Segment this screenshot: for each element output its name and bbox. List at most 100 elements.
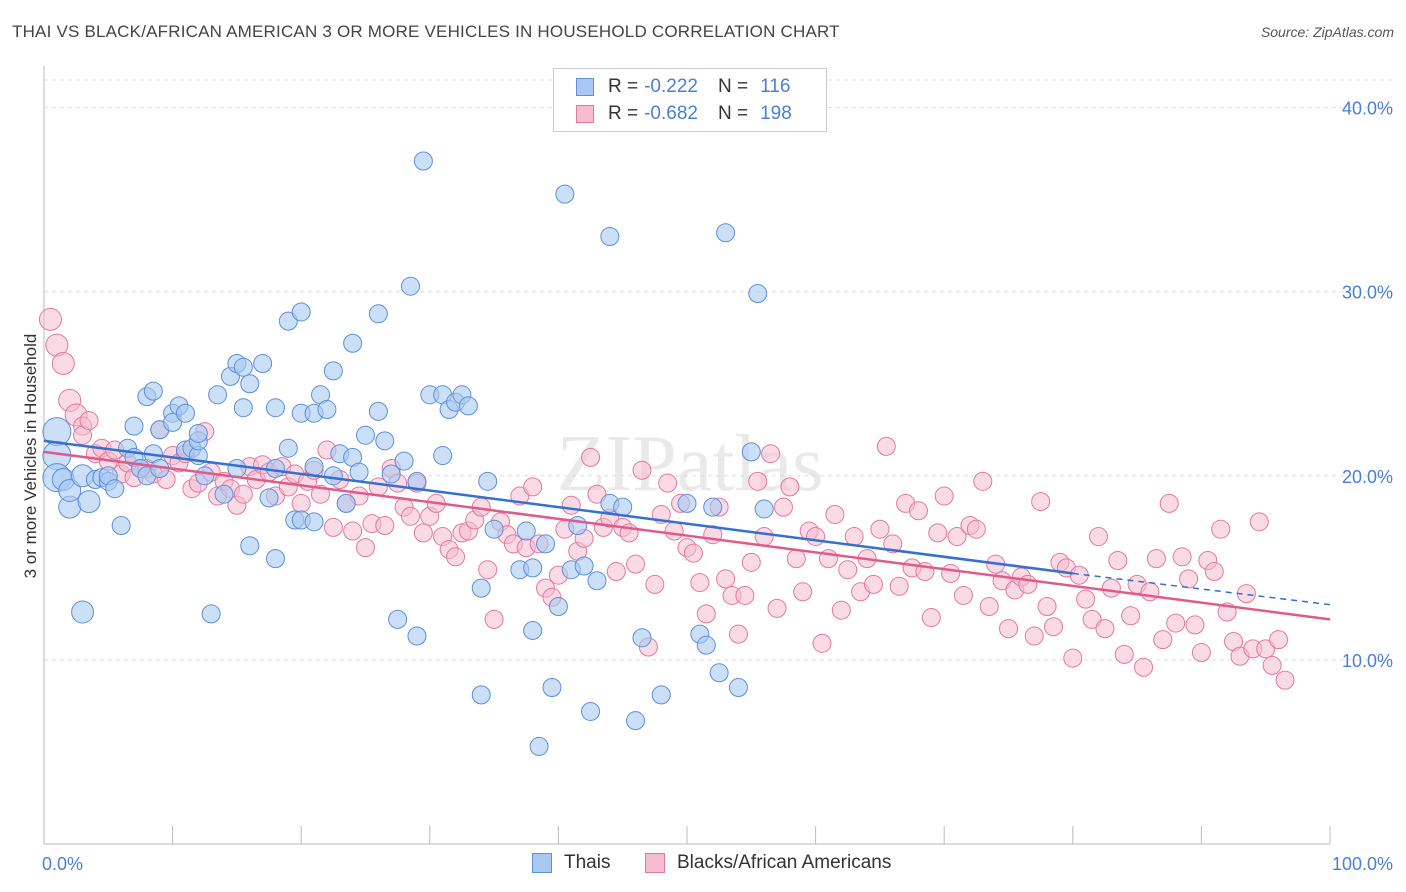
thais-point-6	[71, 600, 95, 624]
thais-point-61	[323, 466, 343, 486]
black-point-130	[870, 519, 890, 539]
thais-point-110	[677, 493, 697, 513]
black-point-138	[921, 608, 941, 628]
thais-point-35	[201, 604, 221, 624]
series-black-points	[38, 307, 1295, 690]
black-point-125	[838, 560, 858, 580]
thais-point-87	[471, 685, 491, 705]
thais-point-94	[529, 736, 549, 756]
thais-point-17	[124, 416, 144, 436]
black-point-70	[484, 609, 504, 629]
black-point-50	[356, 538, 375, 558]
y-axis-label: 3 or more Vehicles in Household	[21, 334, 40, 579]
black-point-136	[908, 501, 928, 521]
black-point-177	[1172, 547, 1192, 567]
thais-point-8	[77, 490, 101, 514]
black-point-115	[773, 497, 793, 517]
x-tick-label-1: 100.0%	[1332, 854, 1393, 874]
tick-labels: 10.0% 20.0% 30.0% 40.0% 0.0% 100.0%	[42, 99, 1393, 874]
chart-title: THAI VS BLACK/AFRICAN AMERICAN 3 OR MORE…	[12, 22, 840, 41]
thais-point-49	[265, 458, 285, 478]
thais-point-115	[716, 223, 736, 243]
black-point-101	[683, 543, 703, 563]
thais-point-37	[214, 484, 234, 504]
black-point-103	[696, 604, 716, 624]
thais-point-98	[555, 184, 575, 204]
y-tick-label-2: 30.0%	[1342, 283, 1393, 303]
black-point-121	[812, 633, 832, 653]
black-point-108	[728, 624, 748, 644]
black-point-147	[979, 597, 999, 617]
black-point-126	[844, 527, 864, 547]
legend-item-black[interactable]: Blacks/African Americans	[645, 852, 891, 874]
black-point-145	[966, 519, 986, 539]
thais-n-label: N =	[717, 76, 749, 97]
black-point-76	[523, 477, 543, 497]
black-point-164	[1089, 527, 1109, 547]
black-point-150	[999, 619, 1018, 639]
chart-source: Source: ZipAtlas.com	[1260, 24, 1394, 40]
black-point-86	[587, 484, 607, 504]
thais-point-86	[471, 578, 491, 598]
thais-point-14	[111, 516, 131, 536]
thais-point-34	[195, 466, 215, 486]
black-point-85	[581, 447, 601, 467]
x-tick-label-0: 0.0%	[42, 854, 83, 874]
black-point-176	[1166, 613, 1186, 633]
black-point-112	[754, 527, 774, 547]
thais-point-81	[433, 446, 453, 466]
black-point-143	[953, 585, 973, 605]
black-point-114	[767, 598, 787, 618]
black-point-142	[947, 527, 967, 547]
thais-point-68	[356, 425, 375, 445]
y-tick-label-3: 40.0%	[1342, 99, 1393, 119]
thais-point-105	[600, 226, 620, 246]
thais-point-73	[388, 609, 408, 629]
black-point-157	[1044, 617, 1064, 637]
thais-point-103	[587, 571, 607, 591]
thais-point-92	[523, 558, 543, 578]
thais-point-40	[227, 458, 247, 478]
black-legend-swatch	[645, 853, 665, 873]
black-point-64	[446, 547, 466, 567]
black-point-162	[1076, 589, 1096, 609]
thais-point-119	[754, 499, 774, 519]
thais-point-107	[626, 711, 646, 731]
black-point-140	[934, 486, 954, 506]
y-tick-label-0: 10.0%	[1342, 651, 1393, 671]
black-point-7	[79, 411, 99, 431]
legend-item-thais[interactable]: Thais	[532, 852, 610, 874]
thais-point-43	[233, 357, 253, 377]
thais-point-62	[323, 361, 343, 381]
thais-point-36	[208, 385, 228, 405]
black-point-118	[793, 582, 813, 602]
thais-point-88	[478, 471, 498, 491]
black-point-180	[1191, 643, 1211, 663]
black-point-110	[741, 552, 761, 572]
thais-point-51	[278, 311, 298, 331]
thais-point-22	[143, 381, 163, 401]
black-trend-line	[43, 450, 1331, 621]
thais-point-76	[407, 626, 427, 646]
thais-point-116	[728, 678, 748, 698]
black-point-48	[343, 521, 363, 541]
thais-point-70	[368, 401, 388, 421]
thais-point-96	[542, 678, 562, 698]
stats-legend: R = -0.222 N = 116 R = -0.682 N = 198	[553, 68, 827, 132]
black-r-value: -0.682	[644, 103, 698, 124]
black-point-111	[748, 471, 768, 491]
black-point-45	[323, 517, 343, 537]
black-point-183	[1211, 519, 1231, 539]
black-point-116	[780, 477, 800, 497]
thais-point-29	[175, 403, 195, 423]
thais-point-47	[265, 549, 285, 569]
black-point-139	[928, 523, 948, 543]
thais-point-91	[516, 521, 536, 541]
black-point-59	[413, 523, 433, 543]
thais-swatch	[576, 78, 594, 96]
thais-point-58	[304, 512, 324, 532]
black-point-155	[1031, 492, 1051, 512]
black-point-192	[1269, 630, 1289, 650]
black-point-129	[863, 574, 883, 594]
